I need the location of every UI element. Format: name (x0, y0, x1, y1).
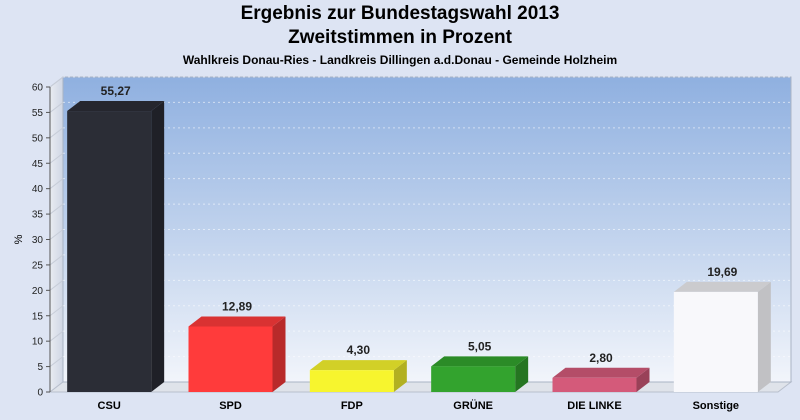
y-tick-label: 10 (32, 337, 44, 348)
bar-value-label: 5,05 (468, 339, 492, 353)
bar-front (67, 111, 152, 393)
gridline-wall (49, 229, 64, 240)
gridline-wall (49, 127, 64, 139)
bar-side (636, 367, 650, 392)
chart-caption: Wahlkreis Donau-Ries - Landkreis Dilling… (182, 53, 618, 67)
y-tick-label: 0 (37, 388, 43, 399)
y-tick-label: 55 (32, 108, 44, 119)
gridline-wall (49, 279, 64, 291)
bar-top (673, 281, 771, 292)
bar-top (67, 101, 165, 112)
chart-title: Ergebnis zur Bundestagswahl 2013 (240, 3, 560, 24)
gridline-wall (49, 356, 64, 367)
bar-side (515, 356, 529, 392)
y-axis-label: % (13, 234, 25, 244)
bar-value-label: 55,27 (101, 84, 131, 98)
bar-top (431, 356, 529, 367)
bar-front (309, 370, 394, 392)
x-category-label: Sonstige (693, 400, 739, 412)
gridline-wall (49, 76, 64, 88)
y-tick-label: 25 (32, 260, 44, 271)
chart-subtitle: Zweitstimmen in Prozent (288, 27, 512, 48)
bar-value-label: 4,30 (347, 343, 371, 357)
bar-die-linke (552, 367, 650, 392)
bar-side (272, 316, 286, 392)
gridline-wall (49, 203, 64, 215)
bar-front (673, 291, 758, 392)
bar-top (188, 316, 286, 327)
title-block: Ergebnis zur Bundestagswahl 2013 Zweitst… (0, 2, 800, 68)
bar-fdp (309, 360, 407, 392)
bar-spd (188, 316, 286, 392)
y-tick-label: 15 (32, 311, 44, 322)
gridline-wall (49, 152, 64, 164)
y-tick-label: 45 (32, 159, 44, 170)
bar-csu (67, 101, 165, 393)
x-category-label: SPD (219, 400, 242, 412)
gridline-wall (49, 178, 64, 190)
bar-value-label: 19,69 (707, 265, 737, 279)
x-category-label: CSU (98, 400, 121, 412)
bar-front (552, 377, 637, 392)
y-tick-label: 50 (32, 133, 44, 144)
bar-value-label: 2,80 (589, 351, 613, 365)
gridline-wall (49, 102, 64, 113)
x-category-label: FDP (341, 400, 363, 412)
bar-side (393, 360, 407, 392)
bar-front (188, 326, 273, 392)
x-category-label: GRÜNE (453, 399, 493, 412)
y-tick-label: 60 (32, 83, 44, 94)
bar-sonstige (673, 281, 771, 392)
y-tick-label: 30 (32, 235, 44, 246)
bar-top (552, 367, 650, 378)
bar-value-label: 12,89 (222, 299, 252, 313)
gridline-wall (49, 330, 64, 342)
bar-side (151, 101, 165, 393)
x-category-label: DIE LINKE (567, 400, 621, 412)
gridline-wall (49, 254, 64, 266)
bar-side (757, 281, 771, 392)
bar-front (431, 366, 516, 392)
y-tick-label: 20 (32, 286, 44, 297)
y-tick-label: 35 (32, 210, 44, 221)
bar-grüne (431, 356, 529, 392)
y-tick-label: 5 (37, 362, 43, 373)
y-tick-label: 40 (32, 184, 44, 195)
gridline-wall (49, 305, 64, 317)
bar-top (309, 360, 407, 371)
